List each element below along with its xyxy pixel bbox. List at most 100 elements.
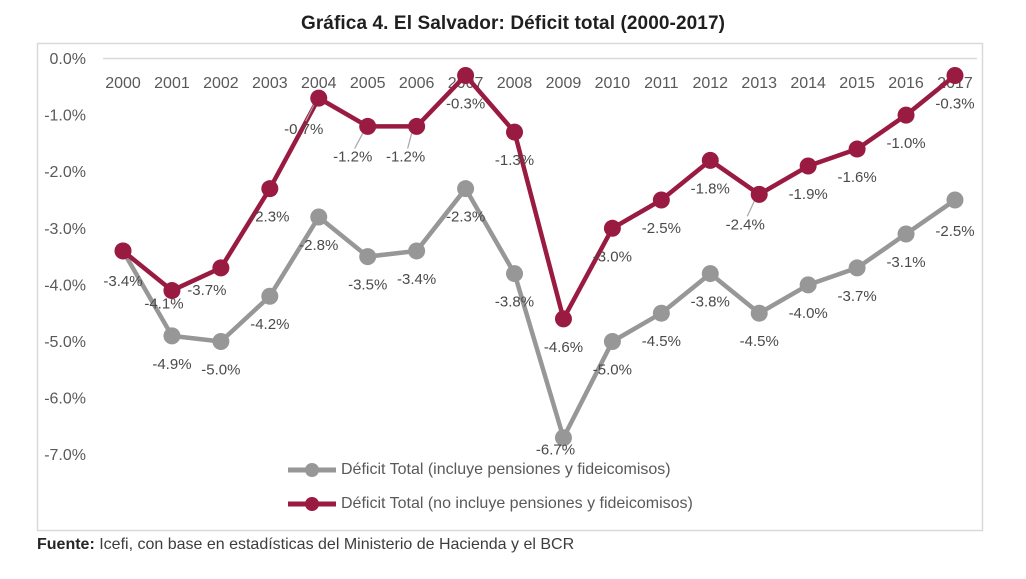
y-axis-tick-label: -7.0%: [44, 447, 86, 464]
data-point-marker: [506, 265, 524, 283]
legend-label-incl: Déficit Total (incluye pensiones y fidei…: [341, 461, 671, 478]
data-point-marker: [848, 140, 866, 158]
label-leader-line: [746, 201, 755, 217]
data-point-label: -1.0%: [886, 135, 925, 152]
data-point-marker: [163, 282, 181, 300]
data-point-label: -2.5%: [935, 223, 974, 240]
data-point-marker: [897, 106, 915, 124]
data-point-label: -1.2%: [333, 148, 372, 165]
chart-legend: Déficit Total (incluye pensiones y fidei…: [287, 457, 693, 517]
data-point-label: -3.8%: [691, 294, 730, 311]
data-point-marker: [212, 333, 230, 350]
label-leader-line: [354, 133, 364, 149]
data-point-marker: [310, 89, 328, 107]
data-point-marker: [310, 208, 328, 226]
data-point-label: -4.5%: [740, 333, 779, 350]
data-point-marker: [946, 191, 964, 209]
data-point-label: -3.7%: [838, 288, 877, 305]
legend-line-marker-incl-icon: [288, 463, 336, 477]
data-point-label: -0.3%: [935, 95, 974, 112]
data-point-marker: [750, 185, 768, 203]
x-axis-year-label: 2012: [692, 75, 728, 92]
data-point-label: -4.2%: [250, 316, 289, 333]
data-point-label: -4.0%: [789, 305, 828, 322]
data-point-label: -4.9%: [152, 356, 191, 373]
data-point-label: -0.7%: [284, 121, 323, 138]
legend-line-marker-excl-icon: [288, 497, 336, 511]
source-label: Fuente:: [37, 536, 95, 553]
series-line-0: [120, 186, 958, 440]
data-point-marker: [457, 66, 475, 84]
data-point-label: -6.7%: [536, 442, 575, 459]
x-axis-year-label: 2009: [546, 75, 582, 92]
data-point-marker: [946, 66, 964, 84]
data-point-label: -1.8%: [691, 180, 730, 197]
data-point-marker: [799, 157, 817, 175]
y-axis-tick-label: -2.0%: [44, 164, 86, 181]
data-point-label: -2.8%: [299, 237, 338, 254]
data-point-label: -2.3%: [250, 209, 289, 226]
x-axis-year-label: 2002: [203, 75, 239, 92]
x-axis-year-label: 2014: [790, 75, 826, 92]
data-point-marker: [701, 151, 719, 169]
legend-item-no-incl-pensiones: Déficit Total (no incluye pensiones y fi…: [287, 491, 693, 517]
data-point-label: -1.9%: [789, 186, 828, 203]
plot-border: [36, 42, 984, 532]
data-point-marker: [457, 180, 475, 198]
data-point-marker: [652, 304, 670, 322]
x-axis-year-label: 2001: [154, 75, 190, 92]
series-line-1: [120, 73, 958, 322]
data-point-label: -5.0%: [593, 362, 632, 379]
label-leader-line: [305, 104, 315, 122]
x-axis-year-label: 2013: [741, 75, 777, 92]
data-point-label: -2.3%: [446, 209, 485, 226]
legend-item-incl-pensiones: Déficit Total (incluye pensiones y fidei…: [287, 457, 693, 483]
source-note: Fuente: Icefi, con base en estadísticas …: [37, 536, 574, 554]
source-text: Icefi, con base en estadísticas del Mini…: [94, 536, 575, 553]
data-point-label: -0.3%: [446, 95, 485, 112]
chart-title: Gráfica 4. El Salvador: Déficit total (2…: [300, 13, 726, 34]
x-axis-year-label: 2011: [644, 75, 679, 92]
data-point-label: -4.6%: [544, 339, 583, 356]
data-point-marker: [261, 287, 279, 305]
y-axis-tick-label: 0.0%: [50, 51, 86, 68]
y-axis-tick-label: -3.0%: [44, 221, 86, 238]
data-point-marker: [554, 429, 572, 447]
y-axis-tick-label: -1.0%: [44, 108, 86, 125]
data-point-marker: [652, 191, 670, 209]
x-axis-year-label: 2004: [301, 75, 337, 92]
x-axis-year-label: 2016: [888, 75, 924, 92]
data-point-marker: [163, 327, 181, 345]
data-point-label: -1.2%: [386, 148, 425, 165]
data-point-marker: [359, 248, 377, 266]
data-point-label: -4.1%: [144, 296, 183, 313]
data-point-marker: [603, 219, 621, 237]
x-axis-year-label: 2005: [350, 75, 386, 92]
data-point-marker: [261, 180, 279, 198]
y-axis-tick-label: -5.0%: [44, 334, 86, 351]
data-point-marker: [114, 242, 132, 260]
x-axis-year-label: 2003: [252, 75, 288, 92]
data-point-label: -3.0%: [593, 248, 632, 265]
data-point-marker: [701, 265, 719, 283]
data-point-marker: [750, 304, 768, 322]
data-point-marker: [848, 259, 866, 277]
data-point-label: -4.5%: [642, 333, 681, 350]
data-point-label: -3.4%: [397, 271, 436, 288]
data-point-marker: [359, 117, 377, 135]
y-axis-tick-label: -6.0%: [44, 391, 86, 408]
x-axis-year-label: 2015: [839, 75, 875, 92]
data-point-label: -5.0%: [201, 362, 240, 379]
x-axis-year-label: 2008: [497, 75, 533, 92]
data-point-marker: [799, 276, 817, 294]
data-point-marker: [554, 310, 572, 328]
data-point-label: -3.8%: [495, 294, 534, 311]
data-point-label: -2.5%: [642, 220, 681, 237]
data-point-label: -3.1%: [886, 254, 925, 271]
data-point-label: -2.4%: [726, 216, 765, 233]
data-point-marker: [212, 259, 230, 277]
x-axis-year-label: 2006: [399, 75, 435, 92]
data-point-label: -1.3%: [495, 152, 534, 169]
